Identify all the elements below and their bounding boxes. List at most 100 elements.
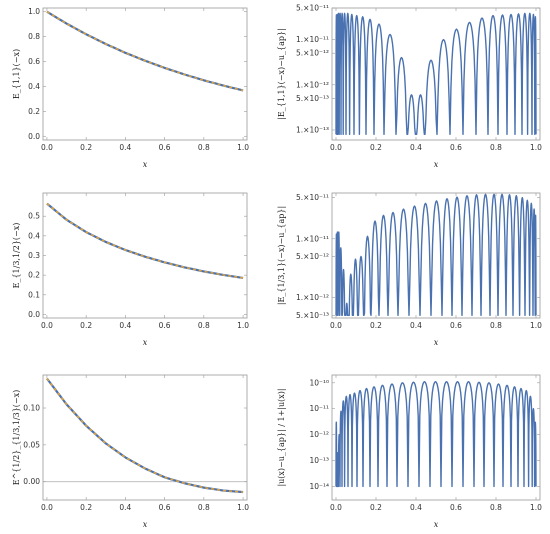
series-line-1	[46, 10, 244, 92]
x-axis-label: x	[434, 338, 439, 347]
x-tick-label: 0.0	[41, 143, 53, 152]
error-series-line	[335, 381, 537, 488]
y-tick-label: 0.00	[23, 477, 40, 486]
chart-panel-p4: 0.0 0.2 0.4 0.6 0.8 1.0 5.×10⁻¹³ 1.×10⁻¹² 5.×10⁻…	[277, 192, 542, 347]
y-tick-label: 10⁻¹³	[309, 456, 329, 465]
chart-panel-p5: 0.0 0.2 0.4 0.6 0.8 1.0 0.00 0.05 0.10 x E^{1/2}_{…	[12, 374, 249, 529]
y-tick-label: 5.×10⁻¹¹	[296, 4, 329, 13]
y-tick-label: 0.5	[28, 212, 40, 221]
y-tick-label: 0.6	[28, 57, 40, 66]
y-tick-label: 0.3	[28, 251, 40, 260]
plot-frame	[331, 374, 541, 501]
x-tick-label: 0.0	[330, 321, 342, 330]
plot-frame	[42, 7, 248, 141]
y-tick-label: 0.4	[28, 231, 40, 240]
plot-frame	[331, 192, 541, 319]
plot-frame	[42, 192, 248, 319]
y-axis-label: E_{1,1}(−x)	[12, 49, 21, 99]
x-tick-label: 1.0	[237, 503, 249, 512]
error-series-line	[335, 12, 537, 136]
chart-panel-p2: 0.0 0.2 0.4 0.6 0.8 1.0 1.×10⁻¹³ 5.×10⁻¹³ 1.×10⁻…	[277, 4, 542, 170]
x-tick-label: 0.8	[490, 143, 502, 152]
y-tick-label: 5.×10⁻¹¹	[296, 193, 329, 202]
x-tick-label: 0.0	[41, 321, 53, 330]
x-axis-label: x	[434, 160, 439, 169]
y-tick-label: 1.×10⁻¹²	[296, 293, 329, 302]
y-tick-label: 5.×10⁻¹³	[296, 94, 329, 103]
x-axis-label: x	[143, 160, 148, 169]
x-tick-label: 0.2	[370, 503, 382, 512]
y-tick-label: 0.0	[28, 132, 40, 141]
x-tick-label: 0.2	[80, 143, 92, 152]
x-tick-label: 0.6	[450, 321, 462, 330]
chart-panel-p3: 0.0 0.2 0.4 0.6 0.8 1.0 0.0 0.1 0.2 0.3 0.4 0.5 x E_{…	[12, 192, 249, 347]
x-tick-label: 0.8	[198, 321, 210, 330]
y-tick-label: 1.×10⁻¹²	[296, 80, 329, 89]
chart-panel-p1: 0.0 0.2 0.4 0.6 0.8 1.0 0.0 0.2 0.4 0.6 0.8 1.0 x E_{…	[12, 7, 249, 169]
x-tick-label: 0.2	[80, 321, 92, 330]
x-tick-label: 1.0	[237, 143, 249, 152]
x-tick-label: 1.0	[530, 321, 542, 330]
y-tick-label: 0.05	[23, 440, 40, 449]
x-tick-label: 0.6	[450, 503, 462, 512]
y-tick-label: 10⁻¹²	[309, 430, 329, 439]
y-tick-label: 10⁻¹⁴	[309, 482, 329, 491]
x-tick-label: 0.6	[159, 321, 171, 330]
y-tick-label: 1.×10⁻¹³	[296, 125, 329, 134]
x-axis-label: x	[143, 520, 148, 529]
x-tick-label: 0.6	[159, 503, 171, 512]
y-axis-label: |E_{1,1}(−x)−u_{ap}|	[277, 28, 286, 120]
y-axis-label: |u(x)−u_{ap}| / 1+|u(x)|	[277, 388, 286, 486]
x-tick-label: 1.0	[530, 143, 542, 152]
x-tick-label: 0.2	[80, 503, 92, 512]
x-tick-label: 0.8	[490, 503, 502, 512]
x-tick-label: 0.4	[119, 321, 131, 330]
x-tick-label: 0.4	[119, 503, 131, 512]
y-tick-label: 0.2	[28, 107, 40, 116]
series-line-2	[46, 378, 244, 493]
y-tick-label: 0.10	[23, 404, 40, 413]
y-tick-label: 0.1	[28, 290, 40, 299]
x-tick-label: 0.0	[41, 503, 53, 512]
series-line-2	[46, 202, 244, 279]
x-tick-label: 0.2	[370, 143, 382, 152]
y-tick-label: 5.×10⁻¹²	[296, 252, 329, 261]
y-tick-label: 5.×10⁻¹³	[296, 311, 329, 320]
y-tick-label: 0.2	[28, 271, 40, 280]
y-tick-label: 0.4	[28, 82, 40, 91]
x-axis-label: x	[434, 520, 439, 529]
y-tick-label: 5.×10⁻¹²	[296, 49, 329, 58]
chart-panel-p6: 0.0 0.2 0.4 0.6 0.8 1.0 10⁻¹⁴ 10⁻¹³ 10⁻¹² 10⁻¹¹ 10…	[277, 374, 542, 529]
y-tick-label: 1.×10⁻¹¹	[296, 35, 329, 44]
x-tick-label: 0.4	[410, 503, 422, 512]
y-tick-label: 0.0	[28, 310, 40, 319]
x-tick-label: 1.0	[237, 321, 249, 330]
y-axis-label: E_{1/3,1/2}(−x)	[12, 223, 21, 289]
y-tick-label: 10⁻¹¹	[309, 404, 329, 413]
x-tick-label: 0.0	[330, 143, 342, 152]
y-tick-label: 1.0	[28, 7, 40, 16]
y-axis-label: E^{1/2}_{1/3,1/3}(−x)	[12, 390, 21, 486]
x-tick-label: 0.8	[198, 143, 210, 152]
plot-frame	[42, 374, 248, 501]
x-tick-label: 1.0	[530, 503, 542, 512]
x-tick-label: 0.6	[159, 143, 171, 152]
x-tick-label: 0.2	[370, 321, 382, 330]
y-axis-label: |E_{1/3,1}(−x)−u_{ap}|	[277, 206, 286, 305]
y-tick-label: 0.8	[28, 32, 40, 41]
x-tick-label: 0.0	[330, 503, 342, 512]
series-line-1	[46, 202, 244, 279]
x-tick-label: 0.6	[450, 143, 462, 152]
error-series-line	[335, 193, 537, 317]
series-line-1	[46, 377, 244, 494]
series-line-2	[46, 11, 244, 92]
y-tick-label: 10⁻¹⁰	[309, 378, 329, 387]
x-tick-label: 0.4	[410, 143, 422, 152]
y-tick-label: 1.×10⁻¹¹	[296, 234, 329, 243]
x-tick-label: 0.4	[410, 321, 422, 330]
x-tick-label: 0.8	[490, 321, 502, 330]
x-axis-label: x	[143, 338, 148, 347]
x-tick-label: 0.8	[198, 503, 210, 512]
plot-frame	[331, 7, 541, 141]
